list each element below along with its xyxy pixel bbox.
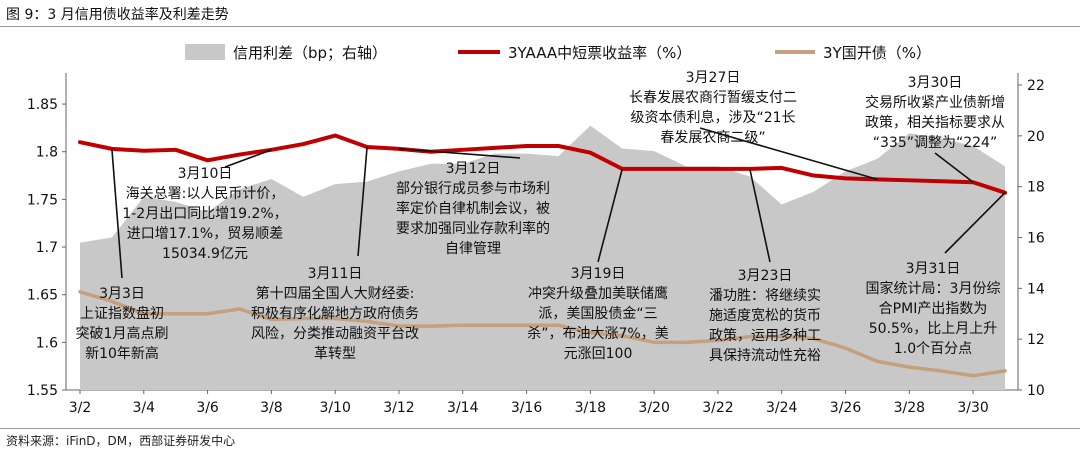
- annotation-text-line: 新10年新高: [85, 345, 159, 362]
- annotation-text-line: 交易所收紧产业债新增: [865, 94, 1005, 111]
- annotation-text-line: 积极有序化解地方政府债务: [251, 306, 419, 322]
- annotation-text-line: 1.0个百分点: [894, 341, 972, 357]
- x-tick-label: 3/12: [383, 400, 414, 416]
- right-tick-label: 20: [1027, 129, 1045, 145]
- annotation-text-line: 要求加强同业存款利率的: [396, 220, 550, 237]
- left-tick-label: 1.7: [36, 240, 58, 256]
- x-tick-label: 3/28: [894, 400, 925, 416]
- spread-area-layer: [80, 125, 1005, 391]
- annotation-text-line: 具保持流动性充裕: [709, 348, 821, 364]
- annotation-text-line: 合PMI产出指数为: [879, 301, 988, 317]
- left-tick-label: 1.8: [36, 145, 58, 161]
- x-tick-label: 3/6: [196, 400, 219, 416]
- legend-label-aaa: 3YAAA中短票收益率（%）: [508, 44, 691, 62]
- annotation-text-line: “335”调整为“224”: [873, 135, 997, 151]
- title-divider: [0, 26, 1080, 27]
- left-tick-label: 1.85: [27, 97, 58, 113]
- annotation-text-line: 1-2月出口同比增19.2%，: [122, 206, 287, 222]
- x-tick-label: 3/2: [69, 400, 92, 416]
- annotation-text-line: 3月27日: [686, 70, 741, 86]
- x-tick-label: 3/24: [766, 400, 798, 416]
- annotation-text-line: 3月30日: [908, 75, 963, 91]
- figure-title: 图 9：3 月信用债收益率及利差走势: [6, 7, 229, 23]
- annotation-leader-line: [699, 127, 878, 181]
- x-tick-label: 3/16: [511, 400, 543, 416]
- annotation-text-line: 派，美国股债金“三: [538, 306, 657, 322]
- right-tick-label: 10: [1027, 383, 1045, 399]
- annotation-text-line: 部分银行成员参与市场利: [396, 180, 550, 197]
- legend-label-spread: 信用利差（bp；右轴）: [233, 44, 387, 62]
- annotation-leader-line: [749, 168, 771, 263]
- axes-layer: 1.55 1.6 1.65 1.7 1.75 1.8 1.85 10 12 14 16 18 20 22 3…: [27, 78, 1045, 416]
- right-tick-label: 12: [1027, 332, 1045, 348]
- yield-lines-layer: [78, 133, 1007, 378]
- annotation-text-line: 3月19日: [571, 266, 626, 282]
- right-tick-label: 14: [1027, 281, 1045, 297]
- annotation-leader-line: [357, 146, 368, 257]
- annotation-text-line: 上证指数盘初: [80, 305, 164, 322]
- annotation-text-line: 施适度宽松的货币: [709, 307, 821, 324]
- legend-label-cdb: 3Y国开债（%）: [823, 44, 931, 62]
- x-tick-label: 3/10: [319, 400, 350, 416]
- source-note: 资料来源：iFinD，DM，西部证券研发中心: [6, 434, 236, 448]
- annotation-text-line: 3月10日: [178, 166, 233, 182]
- left-tick-label: 1.75: [27, 192, 58, 208]
- source-divider: [0, 428, 1080, 429]
- x-tick-label: 3/20: [638, 400, 669, 416]
- left-tick-label: 1.65: [27, 288, 58, 304]
- legend: 信用利差（bp；右轴） 3YAAA中短票收益率（%） 3Y国开债（%）: [185, 44, 931, 62]
- x-tick-label: 3/4: [133, 400, 156, 416]
- annotation-text-line: 革转型: [314, 346, 356, 362]
- annotation-text-line: 第十四届全国人大财经委:: [256, 285, 415, 302]
- annotation-leader-line: [111, 148, 123, 279]
- annotation-text-line: 国家统计局：3月份综: [866, 280, 1001, 297]
- annotation-leader-line: [224, 149, 272, 168]
- annotation-text-line: 潘功胜：将继续实: [709, 287, 821, 304]
- right-tick-label: 22: [1027, 78, 1045, 94]
- aaa-yield-line: [78, 133, 1007, 195]
- x-tick-label: 3/22: [702, 400, 733, 416]
- x-tick-label: 3/30: [957, 400, 988, 416]
- annotation-text-line: 自律管理: [445, 241, 501, 257]
- annotation-text-line: 突破1月高点刷: [76, 325, 169, 342]
- annotation-leader-line: [597, 168, 624, 263]
- cdb-yield-line: [78, 290, 1007, 378]
- annotation-leader-line: [398, 148, 521, 159]
- right-tick-label: 16: [1027, 231, 1045, 247]
- annotation-text-line: 15034.9亿元: [162, 246, 248, 262]
- annotation-text-line: 3月12日: [446, 161, 501, 177]
- annotation-text-line: 元涨回100: [564, 346, 633, 362]
- annotation-text-line: 3月31日: [906, 261, 961, 277]
- annotation-text-line: 3月3日: [99, 286, 145, 302]
- annotation-text-line: 风险，分类推动融资平台改: [251, 326, 419, 342]
- left-tick-label: 1.55: [27, 383, 58, 399]
- left-tick-label: 1.6: [36, 335, 58, 351]
- annotation-text-line: 杀”，布油大涨7%，美: [527, 326, 668, 342]
- annotation-text-line: 率定价自律机制会议，被: [396, 200, 550, 217]
- annotation-text-line: 3月11日: [308, 266, 363, 282]
- annotation-leader-line: [944, 192, 1006, 254]
- annotation-text-line: 春发展农商二级”: [660, 130, 765, 146]
- x-tick-label: 3/14: [447, 400, 479, 416]
- right-tick-label: 18: [1027, 180, 1045, 196]
- x-tick-label: 3/26: [830, 400, 862, 416]
- x-tick-label: 3/8: [260, 400, 283, 416]
- legend-swatch-spread: [185, 44, 225, 60]
- annotation-leader-line: [934, 152, 974, 183]
- annotation-text-line: 50.5%，比上月上升: [869, 321, 997, 337]
- spread-area: [80, 125, 1005, 391]
- annotation-text-line: 政策，相关指标要求从: [865, 114, 1005, 131]
- annotation-text-line: 3月23日: [738, 268, 793, 284]
- annotation-text-line: 级资本债利息，涉及“21长: [630, 109, 795, 126]
- annotation-text-line: 政策，运用多种工: [709, 327, 821, 344]
- annotation-text-line: 长春发展农商行暂缓支付二: [629, 90, 797, 106]
- annotation-text-line: 冲突升级叠加美联储鹰: [528, 286, 668, 302]
- x-tick-label: 3/18: [575, 400, 606, 416]
- annotation-text-line: 海关总署:以人民币计价，: [126, 186, 285, 202]
- annotation-text-line: 进口增17.1%，贸易顺差: [127, 226, 283, 242]
